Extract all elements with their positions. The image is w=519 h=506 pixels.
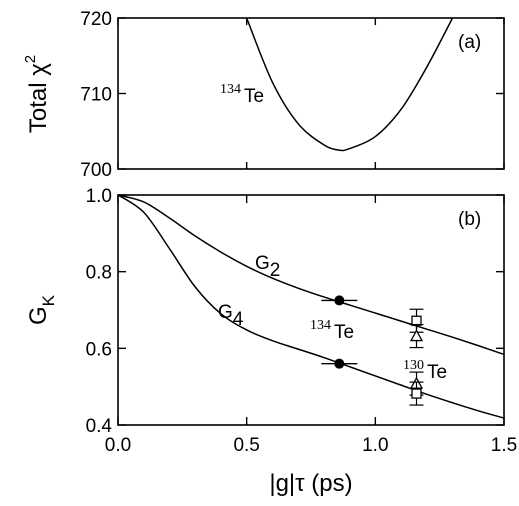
panel-a-chi2-curve xyxy=(245,17,454,152)
panel-a-ticks: 700 710 720 xyxy=(80,9,505,181)
square-marker xyxy=(411,388,422,399)
panel-a-ytick-label: 710 xyxy=(80,85,112,106)
panel-b-xtick-label: 1.5 xyxy=(491,435,517,456)
panel-b-xtick-label: 1.0 xyxy=(362,435,388,456)
x-axis-label: |g|τ (ps) xyxy=(269,470,352,497)
panel-b-ytick-label: 0.6 xyxy=(86,339,112,360)
te134-label: 134 Te xyxy=(310,318,354,343)
panel-b-xtick-label: 0.5 xyxy=(233,435,259,456)
g4-curve-label: G4 xyxy=(218,302,244,330)
g2-curve-label: G2 xyxy=(255,253,280,281)
panel-a-ytick-label: 720 xyxy=(80,9,112,30)
panel-a-label: (a) xyxy=(458,32,481,53)
data-points xyxy=(321,295,424,406)
panel-b-ytick-label: 1.0 xyxy=(86,186,112,207)
panel-b-xtick-label: 0.0 xyxy=(105,435,131,456)
panel-a-ylabel-sup: 2 xyxy=(22,55,39,63)
g2-curve xyxy=(117,194,505,356)
curves xyxy=(117,17,505,419)
panel-a-ytick-label: 700 xyxy=(80,160,112,181)
panel-b-label: (b) xyxy=(458,209,481,230)
panel-b-ylabel-sub: K xyxy=(39,294,58,306)
panel-a-ylabel: Total χ2 xyxy=(22,55,52,133)
panel-b-ytick-label: 0.4 xyxy=(86,416,113,437)
circle-marker xyxy=(334,295,345,306)
panel-a-ylabel-group: Total χ2 xyxy=(22,55,52,133)
panel-a-isotope-label: 134 Te xyxy=(220,82,264,107)
triangle-marker xyxy=(409,329,424,342)
te130-label: 130 Te xyxy=(403,358,447,383)
panel-a-frame xyxy=(117,17,505,170)
panel-b-ylabel: GK xyxy=(25,294,58,325)
square-marker xyxy=(411,315,422,326)
panel-b-ticks: 0.4 0.6 0.8 1.0 0.0 0.5 1.0 1.5 xyxy=(86,186,518,456)
circle-marker xyxy=(334,358,345,369)
g4-curve xyxy=(117,194,505,419)
panel-b-ytick-label: 0.8 xyxy=(86,263,112,284)
panel-b-ylabel-group: GK xyxy=(25,294,58,325)
panel-b-frame xyxy=(117,194,505,426)
